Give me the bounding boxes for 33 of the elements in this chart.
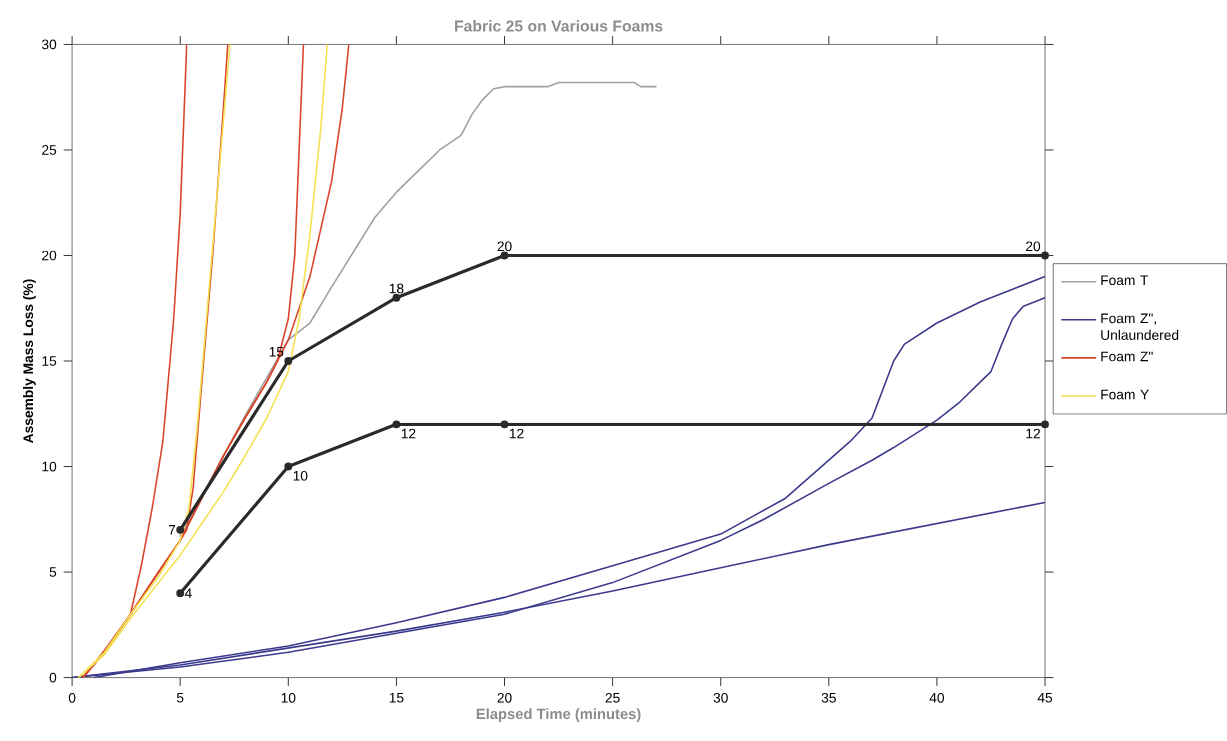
x-axis-title: Elapsed Time (minutes) (476, 708, 641, 723)
chart-title: Fabric 25 on Various Foams (455, 20, 663, 32)
y-tick-label: 25 (42, 145, 57, 155)
data-label: 20 (1026, 241, 1041, 252)
data-label: 7 (168, 525, 176, 535)
x-tick-label: 5 (176, 693, 184, 703)
x-tick-label: 15 (389, 693, 404, 703)
legend-label: Foam Y (1101, 389, 1149, 400)
x-tick-label: 25 (605, 693, 620, 703)
y-tick-label: 20 (42, 250, 57, 261)
data-label: 10 (293, 470, 308, 481)
y-axis-title: Assembly Mass Loss (%) (22, 279, 36, 444)
legend-label: Foam T (1101, 275, 1149, 286)
x-tick-label: 30 (713, 693, 728, 703)
y-tick-label: 10 (42, 461, 57, 472)
x-tick-label: 0 (68, 693, 76, 703)
x-tick-label: 10 (281, 693, 296, 703)
y-tick-label: 0 (49, 672, 57, 683)
y-tick-label: 15 (42, 356, 57, 366)
x-tick-label: 40 (929, 693, 945, 703)
x-tick-label: 20 (497, 693, 512, 703)
x-tick-label: 45 (1037, 693, 1053, 703)
data-label: 12 (401, 428, 416, 439)
legend-label: Foam Z" (1101, 351, 1153, 362)
y-tick-label: 5 (49, 567, 57, 577)
data-label: 12 (1026, 428, 1040, 439)
y-tick-label: 30 (41, 39, 57, 50)
data-label: 20 (497, 241, 512, 252)
data-label: 12 (509, 428, 524, 439)
data-label: 18 (389, 283, 404, 294)
x-tick-label: 35 (821, 693, 836, 703)
data-label: 4 (184, 588, 192, 598)
legend-label: Foam Z", Unlaundered (1101, 313, 1179, 341)
